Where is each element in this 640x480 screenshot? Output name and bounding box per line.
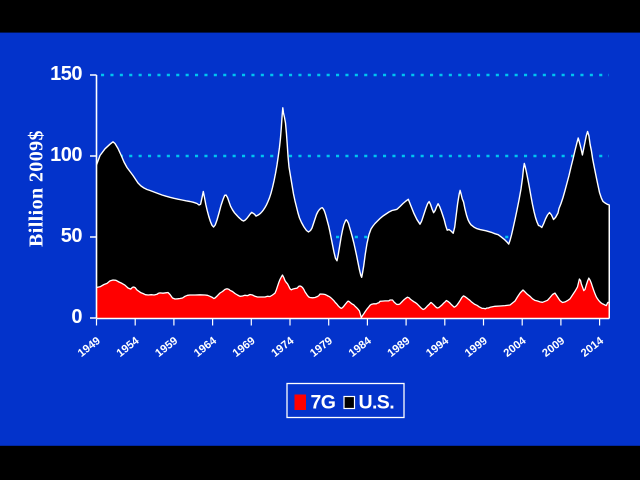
svg-text:7G: 7G xyxy=(311,392,336,414)
svg-text:U.S.: U.S. xyxy=(359,392,395,414)
svg-text:100: 100 xyxy=(50,144,82,166)
svg-text:150: 150 xyxy=(50,63,82,85)
svg-text:50: 50 xyxy=(61,225,83,247)
svg-text:Billion 2009$: Billion 2009$ xyxy=(26,130,48,247)
svg-text:0: 0 xyxy=(71,306,82,328)
